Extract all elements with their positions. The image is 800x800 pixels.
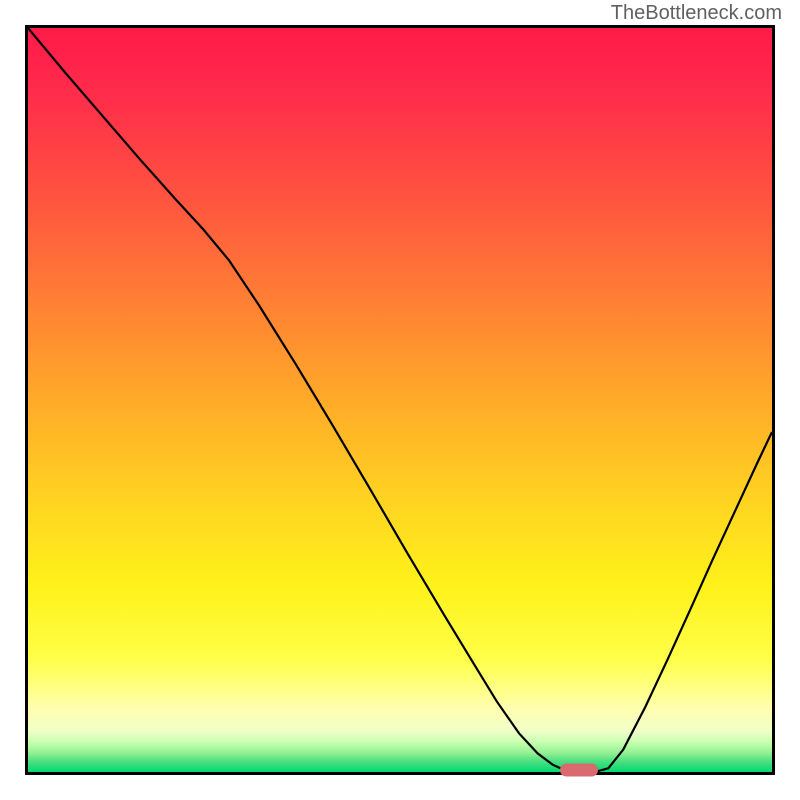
- plot-area: [25, 25, 775, 775]
- watermark-text: TheBottleneck.com: [611, 2, 782, 25]
- optimal-point-marker: [560, 763, 598, 776]
- bottleneck-curve: [28, 28, 772, 772]
